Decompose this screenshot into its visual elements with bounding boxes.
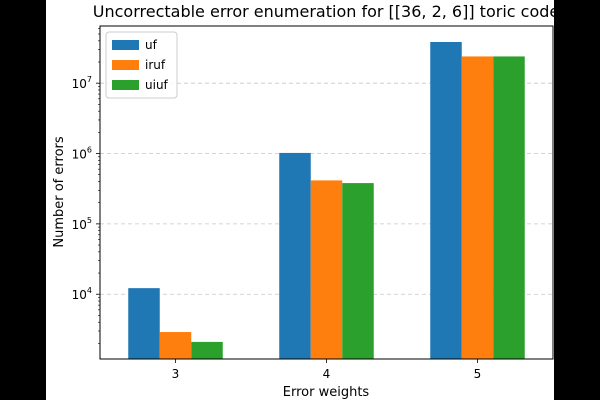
x-axis-label: Error weights [283,385,370,400]
y-axis: 104 105 106 107 [72,28,100,344]
x-tick-label: 3 [172,367,180,381]
legend-label-uiuf: uiuf [145,78,169,92]
legend-swatch-uiuf [112,80,139,90]
legend-label-uf: uf [145,38,158,52]
y-axis-label: Number of errors [52,136,67,247]
x-axis: 3 4 5 [172,359,482,381]
y-tick-label: 107 [72,75,92,91]
bars [128,42,525,360]
bar-uiuf-4 [342,183,374,359]
chart-title: Uncorrectable error enumeration for [[36… [93,2,554,21]
legend: uf iruf uiuf [105,31,178,99]
bar-uiuf-5 [493,56,525,360]
bar-uiuf-3 [191,341,223,359]
bar-chart: Uncorrectable error enumeration for [[36… [52,2,554,400]
y-tick-label: 106 [72,146,92,162]
bar-iruf-4 [310,180,343,359]
legend-swatch-iruf [112,60,139,70]
figure-canvas: Uncorrectable error enumeration for [[36… [46,0,554,400]
y-tick-label: 105 [72,216,92,232]
legend-swatch-uf [112,40,139,50]
legend-label-iruf: iruf [145,58,166,72]
bar-iruf-5 [461,56,494,360]
bar-uf-3 [128,288,160,359]
x-tick-label: 4 [323,367,331,381]
y-tick-label: 104 [72,286,92,302]
bar-iruf-3 [159,332,192,359]
bar-uf-5 [430,42,462,359]
bar-uf-4 [279,152,311,359]
x-tick-label: 5 [474,367,482,381]
